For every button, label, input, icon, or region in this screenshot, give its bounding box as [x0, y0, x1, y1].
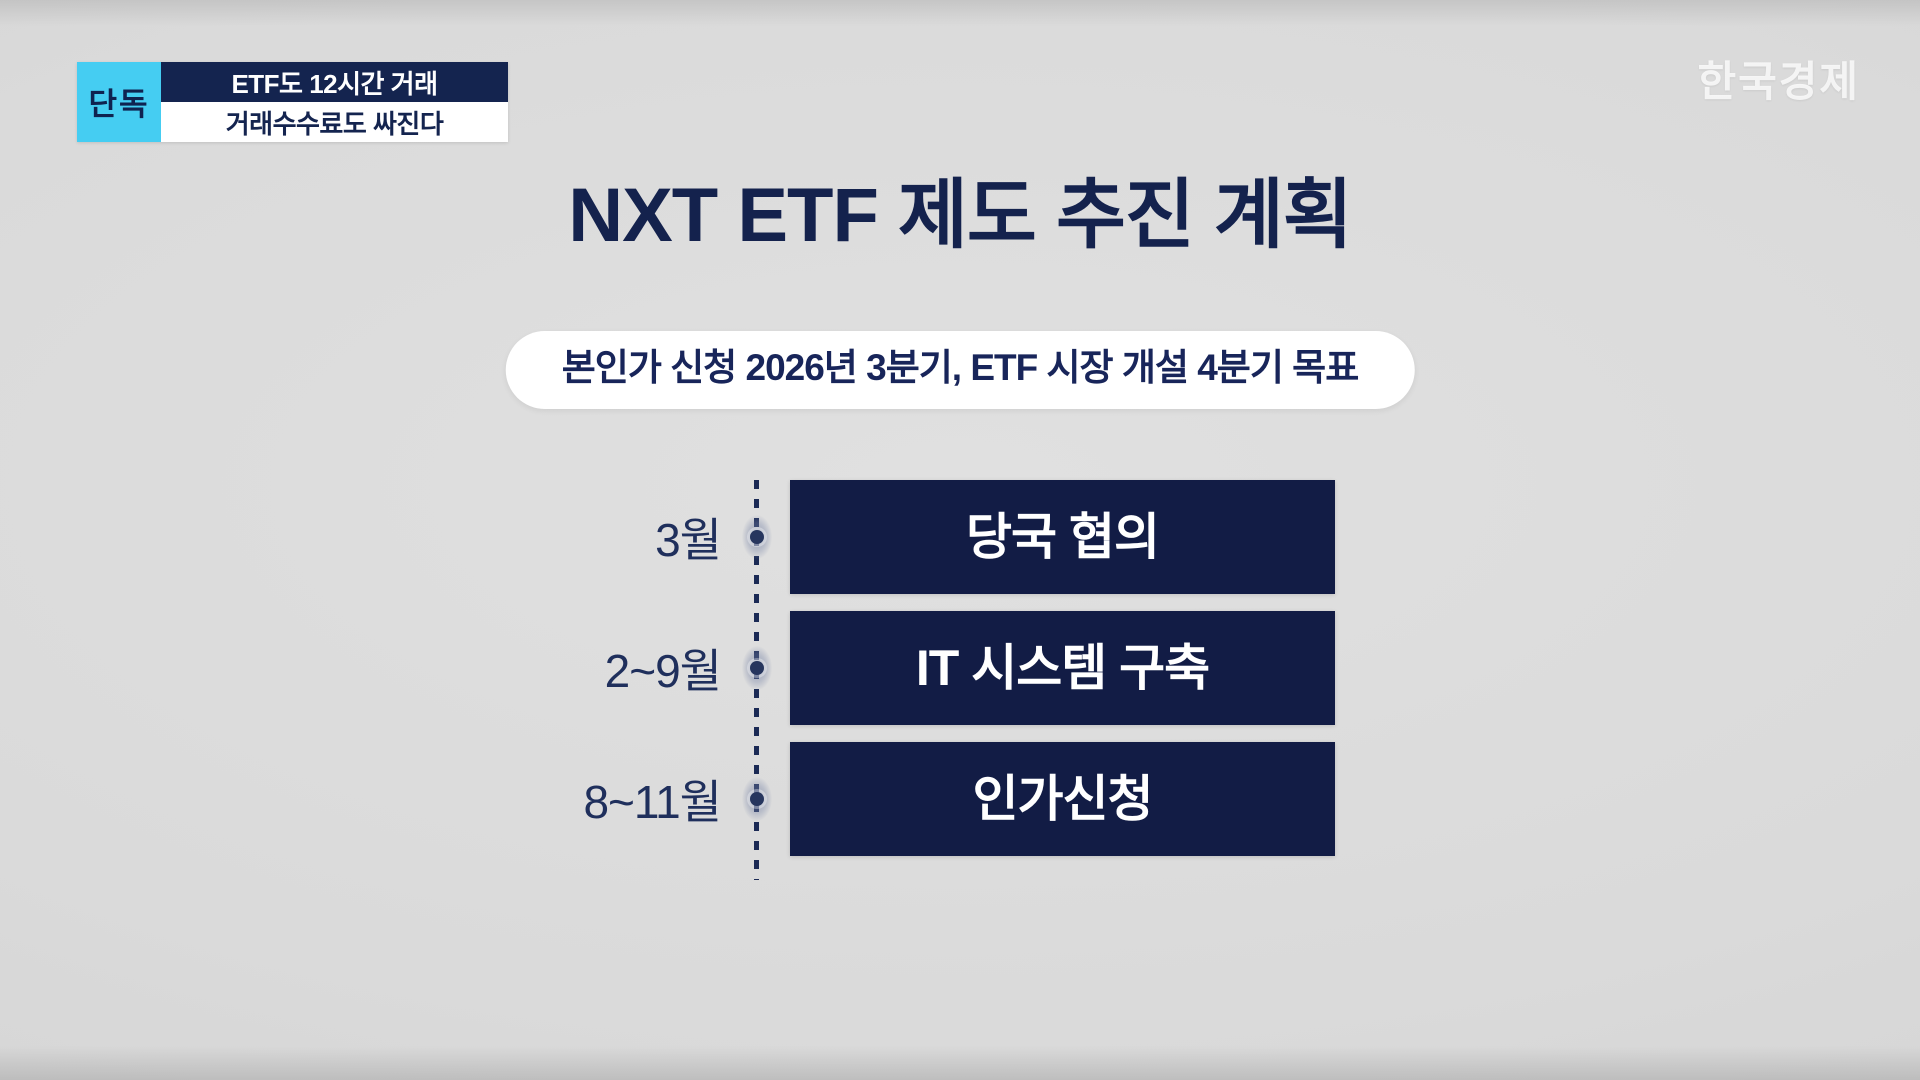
subtitle-text: 본인가 신청 2026년 3분기, ETF 시장 개설 4분기 목표 — [561, 347, 1360, 388]
timeline-row: 2~9월 IT 시스템 구축 — [0, 609, 1920, 727]
timeline-row: 8~11월 인가신청 — [0, 740, 1920, 858]
timeline-node-icon — [740, 776, 774, 822]
timeline-period-label: 8~11월 — [583, 776, 722, 828]
timeline-milestone-label: IT 시스템 구축 — [915, 640, 1210, 696]
timeline-node-icon — [740, 645, 774, 691]
banner-headline-line-2: 거래수수료도 싸진다 — [161, 102, 508, 142]
news-flag-banner: 단독 ETF도 12시간 거래 거래수수료도 싸진다 — [77, 62, 508, 142]
subtitle-pill: 본인가 신청 2026년 3분기, ETF 시장 개설 4분기 목표 — [505, 331, 1415, 409]
node-dot-icon — [750, 530, 764, 544]
timeline-milestone-box: 인가신청 — [790, 742, 1335, 856]
timeline-milestone-label: 당국 협의 — [966, 509, 1160, 565]
page-title: NXT ETF 제도 추진 계획 — [568, 173, 1353, 258]
timeline-milestone-box: 당국 협의 — [790, 480, 1335, 594]
banner-headline-line-1: ETF도 12시간 거래 — [161, 62, 508, 102]
timeline-milestone-label: 인가신청 — [972, 771, 1154, 827]
timeline-milestone-box: IT 시스템 구축 — [790, 611, 1335, 725]
background-vignette-bottom — [0, 1046, 1920, 1080]
timeline-node-icon — [740, 514, 774, 560]
exclusive-badge: 단독 — [77, 62, 161, 142]
timeline-period-label: 3월 — [655, 514, 722, 566]
banner-lines: ETF도 12시간 거래 거래수수료도 싸진다 — [161, 62, 508, 142]
timeline-row: 3월 당국 협의 — [0, 478, 1920, 596]
node-dot-icon — [750, 661, 764, 675]
background-vignette-top — [0, 0, 1920, 26]
timeline-period-label: 2~9월 — [604, 645, 722, 697]
node-dot-icon — [750, 792, 764, 806]
timeline: 3월 당국 협의 2~9월 IT 시스템 구축 8~11월 인가신청 — [0, 468, 1920, 888]
publisher-watermark: 한국경제 — [1697, 58, 1860, 105]
